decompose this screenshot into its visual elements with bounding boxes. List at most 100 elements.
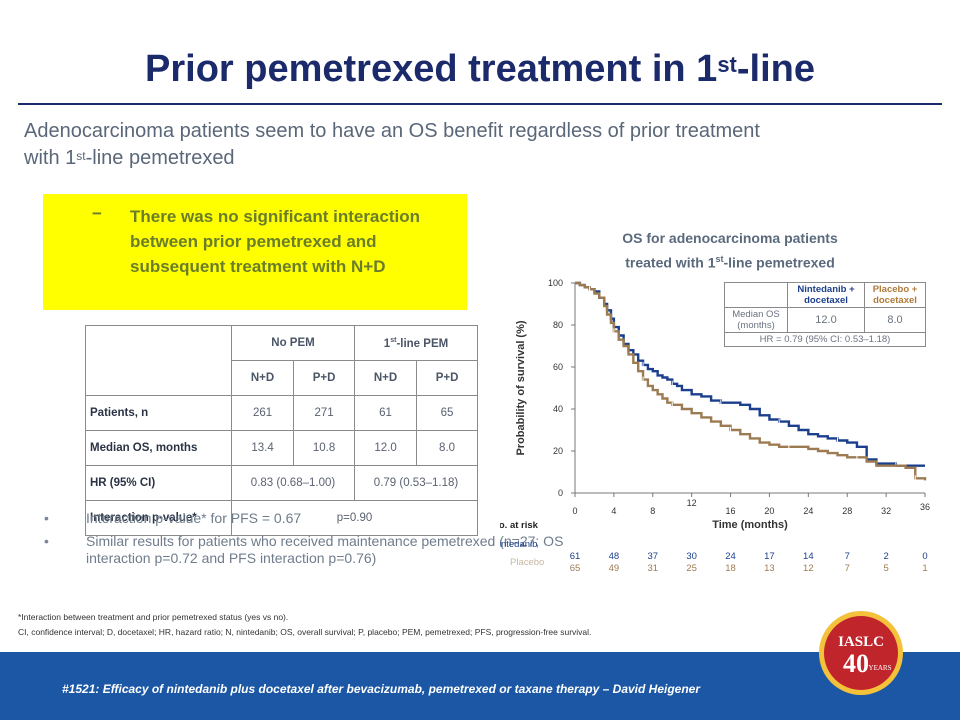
risk-count-placebo: 18 <box>725 563 736 574</box>
inset-header-nintedanib: Nintedanib + docetaxel <box>787 282 865 308</box>
y-tick-label: 40 <box>553 404 563 414</box>
median-os-table: Nintedanib + docetaxel Placebo + docetax… <box>724 282 926 347</box>
risk-count-nintedanib: 14 <box>803 551 814 562</box>
table-header-pem: 1st-line PEM <box>354 325 478 361</box>
bullet-item: Interaction p-value* for PFS = 0.67 <box>86 510 302 526</box>
footnote: CI, confidence interval; D, docetaxel; H… <box>18 627 592 637</box>
risk-count-placebo: 12 <box>803 563 814 574</box>
survival-curve-nintedanib <box>575 281 925 467</box>
row-label: Patients, n <box>85 395 232 431</box>
inset-value-nintedanib: 12.0 <box>787 307 865 333</box>
table-row: HR (95% CI) 0.83 (0.68–1.00) 0.79 (0.53–… <box>85 465 478 501</box>
footnotes: *Interaction between treatment and prior… <box>18 610 591 640</box>
y-tick-label: 80 <box>553 320 563 330</box>
table-subheader: P+D <box>293 360 355 396</box>
x-tick-label: 16 <box>726 506 736 516</box>
x-tick-label: 32 <box>881 506 891 516</box>
table-subheader: N+D <box>353 360 418 396</box>
table-row: Interaction p-value* p=0.90 <box>85 500 478 536</box>
x-tick-label: 20 <box>764 506 774 516</box>
y-tick-label: 0 <box>558 488 563 498</box>
risk-label-placebo: Placebo <box>510 557 544 568</box>
risk-count-nintedanib: 17 <box>764 551 775 562</box>
x-tick-label: 28 <box>842 506 852 516</box>
logo-disc <box>824 616 898 690</box>
table-cell: 10.8 <box>293 430 355 466</box>
logo-word: YEARS <box>869 664 892 672</box>
footer-bar <box>0 652 960 720</box>
y-tick-label: 20 <box>553 446 563 456</box>
y-axis-title: Probability of survival (%) <box>515 320 527 455</box>
risk-count-nintedanib: 48 <box>609 551 620 562</box>
risk-count-nintedanib: 61 <box>570 551 581 562</box>
risk-count-nintedanib: 24 <box>725 551 736 562</box>
risk-count-placebo: 49 <box>609 563 620 574</box>
table-cell: 12.0 <box>353 430 418 466</box>
table-header-no-pem: No PEM <box>231 325 355 361</box>
subtitle: Adenocarcinoma patients seem to have an … <box>24 120 760 169</box>
y-tick-label: 60 <box>553 362 563 372</box>
highlight-text: There was no significant interaction bet… <box>130 207 420 276</box>
x-tick-label: 0 <box>572 506 577 516</box>
highlight-dash: − <box>92 204 102 223</box>
table-cell: 65 <box>416 395 478 431</box>
bullet-marker: • <box>44 510 49 526</box>
table-cell: p=0.90 <box>231 500 478 536</box>
risk-count-nintedanib: 0 <box>922 551 927 562</box>
table-cell: 0.79 (0.53–1.18) <box>354 465 478 501</box>
table-row: Patients, n 261 271 61 65 <box>85 395 478 431</box>
footer-citation: #1521: Efficacy of nintedanib plus docet… <box>62 682 701 696</box>
risk-count-nintedanib: 30 <box>686 551 697 562</box>
survival-curve-placebo <box>575 281 927 481</box>
x-tick-label: 4 <box>611 506 616 516</box>
axes-layer <box>571 282 926 497</box>
chart-title: OS for adenocarcinoma patients treated w… <box>622 230 838 271</box>
x-tick-label: 24 <box>803 506 813 516</box>
row-label: Interaction p-value* <box>85 500 232 536</box>
inset-value-placebo: 8.0 <box>864 307 926 333</box>
risk-count-placebo: 31 <box>647 563 658 574</box>
row-label: Median OS, months <box>85 430 232 466</box>
inset-header-placebo: Placebo + docetaxel <box>864 282 926 308</box>
title-divider <box>18 103 942 105</box>
table-cell: 261 <box>230 395 295 431</box>
series-layer <box>575 281 927 482</box>
footnote: *Interaction between treatment and prior… <box>18 612 289 622</box>
risk-count-placebo: 65 <box>570 563 581 574</box>
x-tick-label: 36 <box>920 502 930 512</box>
risk-count-nintedanib: 2 <box>883 551 888 562</box>
risk-count-placebo: 5 <box>883 563 888 574</box>
row-label: HR (95% CI) <box>85 465 232 501</box>
inset-corner <box>724 282 788 308</box>
risk-count-placebo: 25 <box>686 563 697 574</box>
risk-count-placebo: 13 <box>764 563 775 574</box>
bullet-item: Similar results for patients who receive… <box>86 533 564 566</box>
table-cell: 8.0 <box>416 430 478 466</box>
table-cell: 0.83 (0.68–1.00) <box>231 465 355 501</box>
inset-hazard-ratio: HR = 0.79 (95% CI: 0.53–1.18) <box>724 332 926 347</box>
table-cell: 271 <box>293 395 355 431</box>
results-table: No PEM 1st-line PEM N+D P+D N+D P+D Pati… <box>85 325 478 536</box>
bullet-marker: • <box>44 533 49 549</box>
table-subheader: P+D <box>416 360 478 396</box>
y-tick-label: 100 <box>548 278 563 288</box>
risk-count-nintedanib: 7 <box>845 551 850 562</box>
page-title: Prior pemetrexed treatment in 1st-line <box>145 48 815 90</box>
x-tick-label: 12 <box>687 498 697 508</box>
risk-count-nintedanib: 37 <box>647 551 658 562</box>
iaslc-logo: IASLC 40 YEARS <box>819 611 903 695</box>
risk-count-placebo: 7 <box>845 563 850 574</box>
risk-label-nintedanib: Nintedanib <box>500 539 537 550</box>
table-row: Median OS, months 13.4 10.8 12.0 8.0 <box>85 430 478 466</box>
table-cell: 13.4 <box>230 430 295 466</box>
inset-row-label: Median OS (months) <box>724 307 788 333</box>
x-tick-label: 8 <box>650 506 655 516</box>
table-cell: 61 <box>353 395 418 431</box>
table-subheader: N+D <box>230 360 295 396</box>
risk-count-placebo: 1 <box>922 563 927 574</box>
x-axis-title: Time (months) <box>712 519 788 531</box>
logo-number: 40 <box>843 649 869 678</box>
table-corner <box>85 325 232 396</box>
